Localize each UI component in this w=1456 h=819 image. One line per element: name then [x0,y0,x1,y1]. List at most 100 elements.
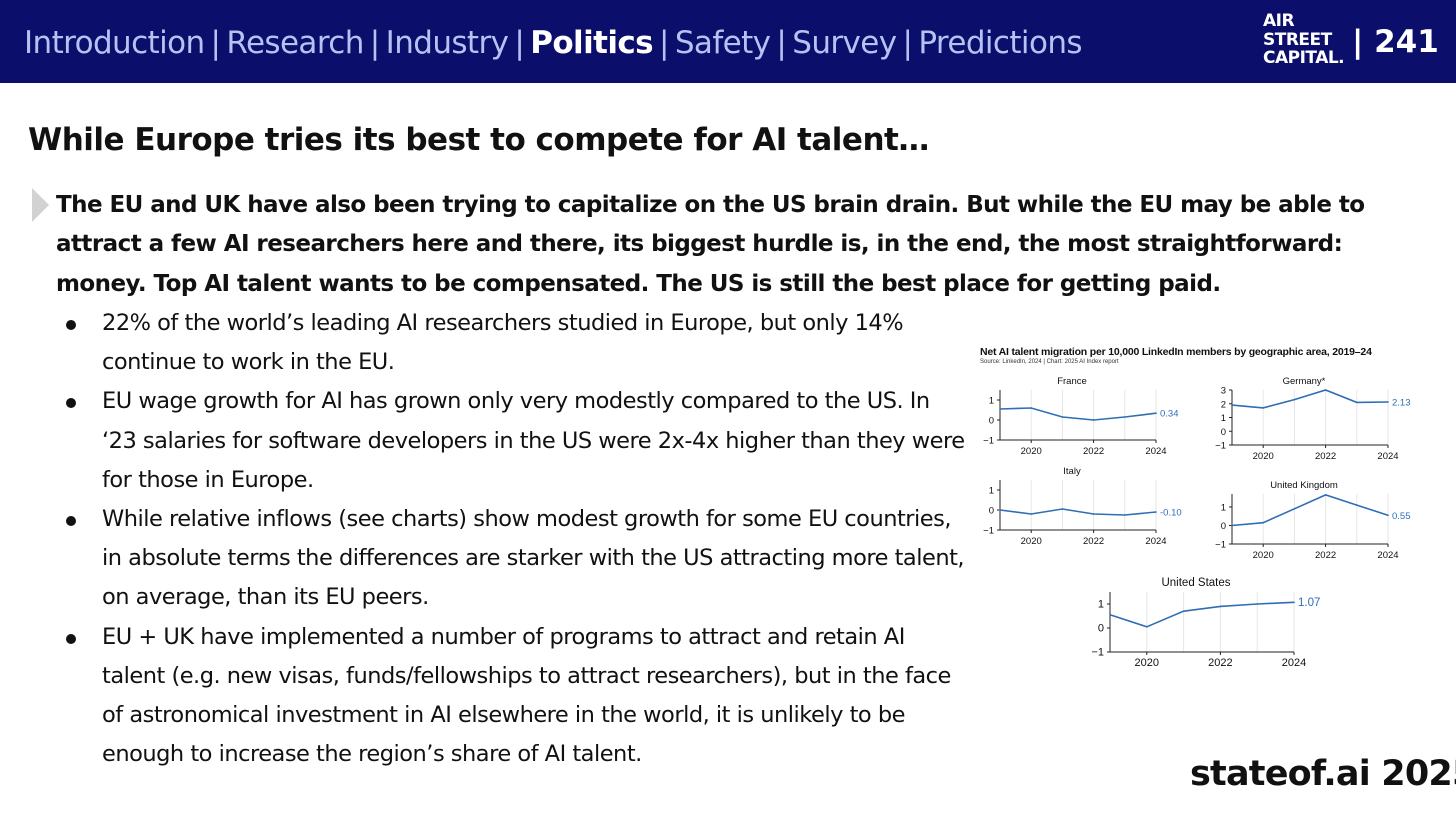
data-point [1262,521,1264,524]
nav-politics[interactable]: Politics [530,25,653,61]
x-tick-label: 2022 [1083,536,1104,547]
bullet-text: 22% of the world’s leading AI researcher… [102,310,904,376]
y-tick-label: 0 [1221,427,1226,438]
y-tick-label: 0 [989,506,994,517]
data-point [1061,508,1064,510]
chart-svg: France 1 0 −1 2020 2022 2024 0.34 [983,376,1179,457]
lead-paragraph: The EU and UK have also been trying to c… [56,192,1365,297]
chart-germany: Germany* 3 2 1 0 −1 2020 2022 2024 2.13 [1212,376,1412,475]
y-tick-label: 1 [1221,502,1226,513]
y-tick-label: −1 [1091,647,1104,659]
end-value-label: -0.10 [1160,508,1182,519]
x-tick-label: 2024 [1377,451,1398,462]
bullet-item: 22% of the world’s leading AI researcher… [60,304,970,382]
series-line [999,407,1157,421]
data-point [1124,416,1126,418]
data-point [999,509,1001,511]
figure-source: Source: LinkedIn, 2024 | Chart: 2025 AI … [980,359,1119,365]
nav-separator: | [776,25,787,61]
data-point [1387,401,1389,403]
nav-safety[interactable]: Safety [674,25,771,61]
logo-line: AIR [1263,11,1295,31]
bullet-dot-icon [66,320,76,330]
x-tick-label: 2022 [1315,451,1336,462]
y-tick-label: −1 [1215,540,1226,551]
migration-figure: Net AI talent migration per 10,000 Linke… [978,344,1438,684]
data-point [1219,605,1222,608]
y-tick-label: 0 [989,416,994,427]
y-tick-label: 1 [1221,413,1226,424]
data-point [1124,514,1126,516]
chart-svg: Italy 1 0 −1 2020 2022 2024 -0.10 [983,466,1182,547]
air-street-capital-logo: AIR STREET CAPITAL. [1263,11,1345,72]
x-tick-label: 2024 [1377,550,1398,561]
data-point [1293,398,1296,401]
x-tick-label: 2022 [1208,657,1232,669]
logo-line: STREET [1263,29,1332,50]
chart-united-states: United States 1 0 −1 2020 2022 2024 1.07 [1088,574,1328,689]
bullet-text: EU + UK have implemented a number of pro… [102,623,951,768]
series-line [999,508,1157,516]
end-value-label: 0.55 [1392,511,1411,522]
bullet-dot-icon [66,516,76,527]
chart-title: Germany* [1283,376,1326,387]
data-point [1182,610,1185,612]
header-bar: Introduction | Research | Industry | Politics |… [0,0,1456,83]
data-point [1356,504,1358,506]
data-point [1030,407,1032,409]
bullet-dot-icon [66,398,76,409]
bullet-list: 22% of the world’s leading AI researcher… [60,304,970,774]
data-point [1324,494,1327,496]
x-tick-label: 2022 [1083,446,1104,457]
data-point [1356,401,1358,404]
x-tick-label: 2020 [1021,536,1042,547]
nav-separator: | [369,25,380,61]
end-value-label: 1.07 [1298,597,1320,609]
footer-brand: stateof.ai 2025 [1190,754,1456,794]
figure-title: Net AI talent migration per 10,000 Linke… [980,346,1372,358]
nav-introduction[interactable]: Introduction [24,25,205,61]
x-tick-label: 2020 [1253,451,1274,462]
data-point [1109,614,1111,616]
chart-united-kingdom: United Kingdom 1 0 −1 2020 2022 2024 0.55 [1212,480,1412,575]
nav-separator: | [902,25,913,61]
data-point [1030,513,1032,515]
data-point [999,408,1001,410]
data-point [1231,404,1233,406]
x-tick-label: 2024 [1145,446,1166,457]
data-point [1231,524,1233,527]
y-tick-label: 1 [989,396,994,407]
data-point [1061,416,1064,418]
bullet-item: While relative inflows (see charts) show… [60,500,970,618]
x-tick-label: 2024 [1282,657,1306,669]
y-tick-label: 2 [1221,399,1226,410]
chart-svg: United States 1 0 −1 2020 2022 2024 1.07 [1091,577,1320,669]
data-point [1262,407,1264,409]
x-tick-label: 2020 [1021,446,1042,457]
nav-predictions[interactable]: Predictions [918,25,1082,61]
nav-research[interactable]: Research [226,25,364,61]
y-tick-label: 1 [1098,599,1104,611]
data-point [1155,511,1157,513]
nav-industry[interactable]: Industry [385,25,509,61]
x-tick-label: 2024 [1145,536,1166,547]
y-tick-label: 0 [1098,623,1104,635]
x-tick-label: 2020 [1253,550,1274,561]
chart-italy: Italy 1 0 −1 2020 2022 2024 -0.10 [982,464,1182,564]
data-point [1324,389,1327,391]
bullet-dot-icon [66,633,76,644]
bullet-item: EU wage growth for AI has grown only ver… [60,382,970,500]
chart-title: France [1057,376,1087,387]
bullet-item: EU + UK have implemented a number of pro… [60,618,970,775]
data-point [1293,508,1296,510]
chart-svg: United Kingdom 1 0 −1 2020 2022 2024 0.55 [1215,480,1411,561]
chart-title: United States [1161,577,1230,589]
series-line [1109,601,1295,628]
logo-line: CAPITAL. [1263,48,1345,68]
data-point [1256,603,1258,605]
nav-survey[interactable]: Survey [792,25,897,61]
data-point [1293,601,1295,604]
slide-title: While Europe tries its best to compete f… [28,122,929,158]
data-point [1092,513,1095,515]
end-value-label: 0.34 [1160,409,1179,420]
